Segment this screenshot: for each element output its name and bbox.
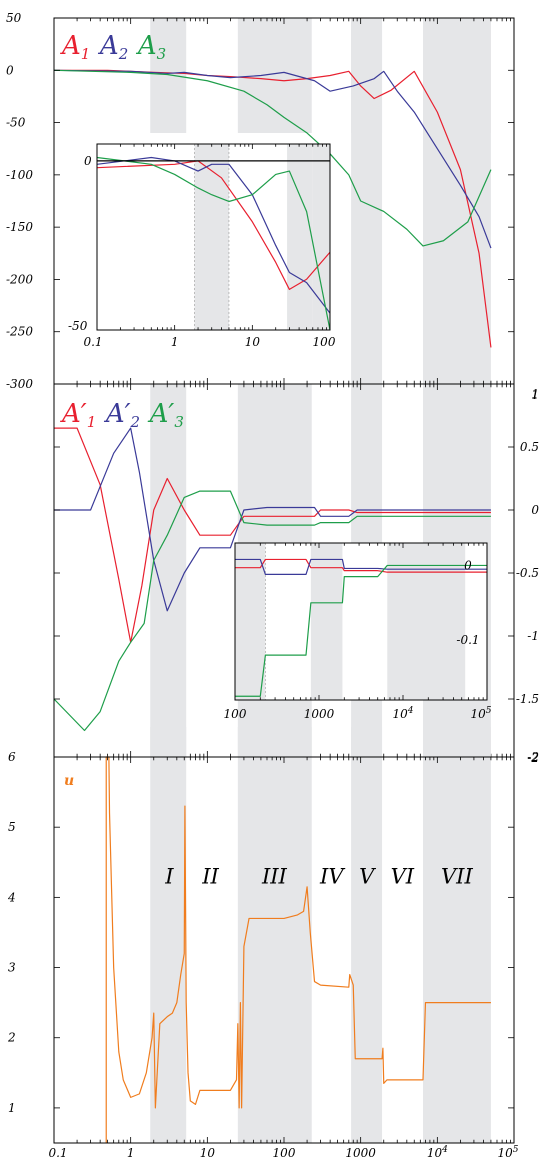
inset-x-tick-label: 10: [245, 335, 261, 349]
y-tick-label: 1: [531, 388, 539, 402]
region-label-VI: VI: [391, 864, 415, 888]
shaded-band: [351, 18, 383, 384]
y-tick-label: -2: [527, 750, 539, 764]
x-tick-label: 105: [497, 1145, 518, 1160]
region-label-V: V: [359, 864, 376, 888]
panel-frame: [53, 756, 515, 1144]
shaded-band: [351, 727, 383, 1143]
legend-entry-A2: A: [98, 31, 119, 61]
y-tick-label: -100: [6, 168, 33, 182]
inset-y-tick-label: -50: [68, 319, 88, 333]
y-tick-label: 0.5: [520, 440, 539, 454]
inset-x-tick-label: 100: [313, 335, 336, 349]
y-tick-label: -300: [6, 377, 33, 391]
series-u: [105, 756, 491, 1143]
y-tick-label: -250: [6, 325, 33, 339]
inset-frame: [234, 542, 488, 701]
legend-entry-A3: A′: [148, 399, 175, 429]
region-label-VII: VII: [441, 864, 473, 888]
y-tick-label: -1: [527, 629, 539, 643]
y-tick-label: 6: [8, 750, 16, 764]
x-tick-label: 10: [200, 1146, 216, 1160]
legend-entry-A3: A: [136, 31, 157, 61]
y-tick-label: 1: [531, 387, 539, 401]
shaded-band: [150, 18, 187, 133]
y-tick-label: 0: [531, 503, 539, 517]
region-label-II: II: [201, 864, 219, 888]
inset-x-tick-label: 1: [171, 335, 179, 349]
inset-band: [312, 144, 330, 330]
inset-middle: 0 -0.1 100 1000 104 105: [224, 542, 492, 721]
y-tick-label: -2: [527, 751, 539, 765]
legend: A′1 A′2 A′3: [60, 399, 186, 431]
shaded-band: [150, 727, 187, 1143]
legend-entry-A1: A: [60, 31, 81, 61]
inset-frame: [96, 143, 331, 331]
inset-x-tick-label: 0.1: [83, 335, 102, 349]
legend-entry-A2: A′: [104, 399, 131, 429]
inset-top: 0 -50 0.1 1 10 100: [68, 143, 336, 349]
inset-series-A1: [96, 160, 331, 291]
shaded-band: [422, 18, 491, 384]
y-tick-label: 3: [8, 961, 16, 975]
inset-x-tick-label: 100: [224, 707, 247, 721]
y-tick-label: -0.5: [516, 566, 539, 580]
y-tick-label: 2: [7, 1031, 16, 1045]
legend-entry-A1: A′: [60, 399, 87, 429]
x-tick-label: 104: [427, 1145, 448, 1160]
shaded-band: [422, 727, 491, 1143]
inset-band: [310, 543, 343, 700]
inset-series-A2: [96, 156, 331, 314]
x-tick-label: 1000: [345, 1146, 376, 1160]
inset-y-tick-label: -0.1: [456, 633, 479, 647]
inset-band: [235, 543, 266, 700]
inset-series-A3: [96, 156, 331, 331]
legend: A1 A2 A3: [60, 31, 169, 63]
shaded-band: [237, 727, 312, 1143]
series-A3: [53, 490, 491, 732]
x-tick-label: 0.1: [48, 1146, 67, 1160]
series-A2: [53, 69, 492, 249]
x-tick-label: 1: [127, 1146, 135, 1160]
inset-series-A3: [235, 564, 487, 697]
y-tick-label: -1.5: [516, 692, 539, 706]
series-A1: [54, 427, 491, 643]
y-tick-label: -50: [6, 116, 26, 130]
inset-y-tick-label: 0: [464, 558, 472, 572]
region-label-IV: IV: [319, 864, 345, 888]
inset-x-tick-label: 1000: [304, 707, 335, 721]
x-tick-label: 100: [273, 1146, 296, 1160]
series-A2: [54, 427, 491, 612]
inset-y-tick-label: 0: [84, 154, 92, 168]
y-tick-label: 50: [6, 11, 22, 25]
y-tick-label: 0: [6, 63, 14, 77]
y-tick-label: 4: [7, 890, 16, 904]
region-label-I: I: [164, 864, 174, 888]
shaded-band: [150, 384, 187, 757]
panel-middle: 1 0.5 0 -0.5 -1 -1.5 -2 A′1 A′2 A′3 0 -0.1 100 100…: [53, 383, 539, 764]
region-label-III: III: [261, 864, 288, 888]
inset-series-A2: [235, 558, 487, 575]
inset-band: [287, 144, 313, 330]
inset-band: [194, 144, 229, 330]
shaded-band: [237, 18, 312, 133]
y-tick-label: -150: [6, 220, 33, 234]
inset-band: [387, 543, 466, 700]
y-tick-label: 1: [8, 1101, 16, 1115]
inset-x-tick-label: 104: [392, 706, 413, 721]
y-tick-label: 5: [8, 820, 16, 834]
inset-x-tick-label: 105: [470, 706, 491, 721]
series-label-u: u: [64, 773, 74, 789]
y-tick-label: -200: [6, 272, 33, 286]
